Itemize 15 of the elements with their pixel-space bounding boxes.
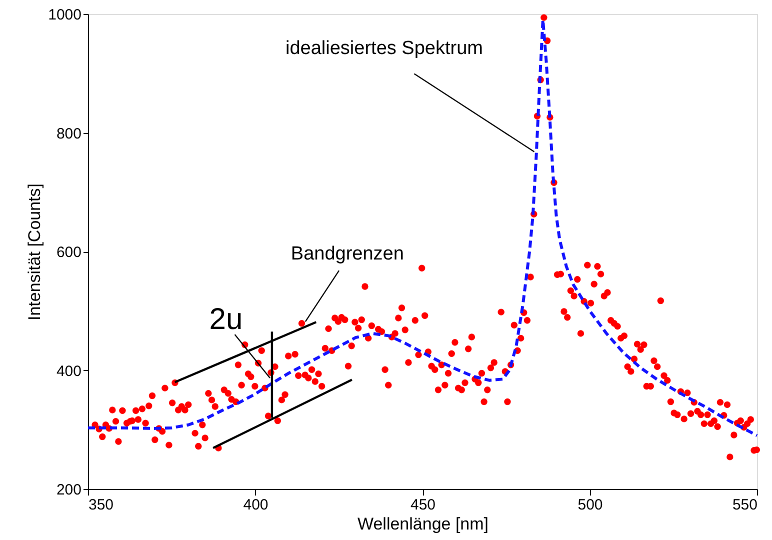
annotation: 2u	[209, 302, 243, 336]
y-tick-label: 200	[56, 482, 82, 498]
annotation: Bandgrenzen	[290, 244, 404, 265]
y-axis-title: Intensität [Counts]	[25, 183, 44, 321]
annotation: idealiesiertes Spektrum	[285, 38, 483, 59]
x-tick-label: 350	[88, 496, 114, 514]
x-tick-label: 450	[410, 496, 436, 514]
y-tick-label: 400	[56, 362, 82, 380]
y-tick-label: 600	[56, 244, 82, 261]
x-tick-label: 400	[243, 496, 268, 514]
y-tick-label: 1000	[48, 6, 82, 24]
x-tick-label: 550	[732, 496, 758, 514]
y-tick-label: 800	[56, 125, 82, 142]
x-axis-title: Wellenlänge [nm]	[357, 514, 489, 534]
x-tick-label: 500	[578, 496, 603, 514]
